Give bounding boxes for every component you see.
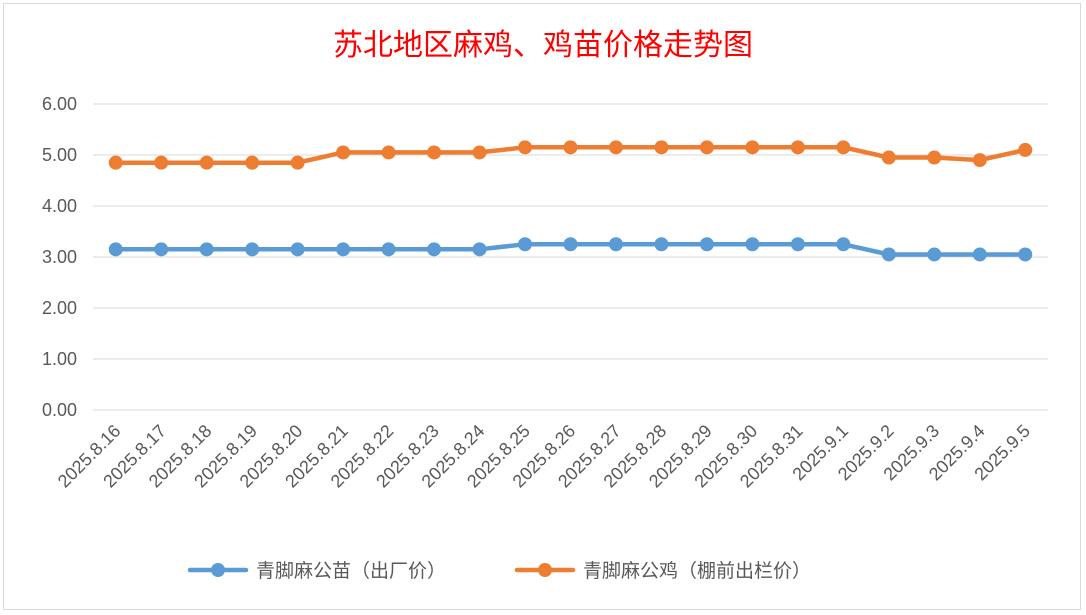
data-point bbox=[699, 237, 714, 252]
data-point bbox=[972, 153, 987, 168]
data-point bbox=[608, 140, 623, 155]
legend-label: 青脚麻公苗（出厂价） bbox=[256, 560, 446, 582]
data-point bbox=[1018, 247, 1033, 262]
data-point bbox=[518, 237, 533, 252]
data-point bbox=[381, 145, 396, 160]
data-point bbox=[972, 247, 987, 262]
data-point bbox=[927, 150, 942, 165]
data-point bbox=[881, 150, 896, 165]
x-axis-ticks: 2025.8.162025.8.172025.8.182025.8.192025… bbox=[54, 421, 1034, 492]
data-point bbox=[699, 140, 714, 155]
data-point bbox=[108, 242, 123, 257]
data-point bbox=[245, 155, 260, 170]
data-point bbox=[654, 140, 669, 155]
data-point bbox=[245, 242, 260, 257]
legend-label: 青脚麻公鸡（棚前出栏价） bbox=[583, 560, 811, 582]
y-tick-label: 3.00 bbox=[42, 247, 77, 267]
data-point bbox=[518, 140, 533, 155]
legend: 青脚麻公苗（出厂价） 青脚麻公鸡（棚前出栏价） bbox=[187, 560, 811, 582]
data-point bbox=[290, 242, 305, 257]
y-tick-label: 0.00 bbox=[42, 400, 77, 420]
data-point bbox=[427, 242, 442, 257]
y-tick-label: 5.00 bbox=[42, 145, 77, 165]
y-axis-ticks: 0.00 1.00 2.00 3.00 4.00 5.00 6.00 bbox=[42, 94, 77, 420]
data-point bbox=[381, 242, 396, 257]
data-point bbox=[472, 242, 487, 257]
data-point bbox=[654, 237, 669, 252]
legend-swatch-marker bbox=[538, 563, 552, 577]
y-tick-label: 4.00 bbox=[42, 196, 77, 216]
data-point bbox=[290, 155, 305, 170]
data-point bbox=[336, 145, 351, 160]
chart-title: 苏北地区麻鸡、鸡苗价格走势图 bbox=[333, 28, 753, 63]
data-point bbox=[836, 237, 851, 252]
data-point bbox=[745, 140, 760, 155]
data-point bbox=[472, 145, 487, 160]
y-tick-label: 1.00 bbox=[42, 349, 77, 369]
data-point bbox=[336, 242, 351, 257]
data-point bbox=[154, 242, 169, 257]
data-point bbox=[154, 155, 169, 170]
series-group bbox=[108, 140, 1033, 262]
data-point bbox=[836, 140, 851, 155]
data-point bbox=[927, 247, 942, 262]
data-point bbox=[745, 237, 760, 252]
legend-swatch-marker bbox=[211, 563, 225, 577]
y-tick-label: 6.00 bbox=[42, 94, 77, 114]
y-tick-label: 2.00 bbox=[42, 298, 77, 318]
data-point bbox=[199, 155, 214, 170]
data-point bbox=[199, 242, 214, 257]
data-point bbox=[427, 145, 442, 160]
data-point bbox=[790, 140, 805, 155]
data-point bbox=[790, 237, 805, 252]
data-point bbox=[563, 140, 578, 155]
data-point bbox=[881, 247, 896, 262]
data-point bbox=[563, 237, 578, 252]
data-point bbox=[608, 237, 623, 252]
data-point bbox=[108, 155, 123, 170]
data-point bbox=[1018, 142, 1033, 157]
